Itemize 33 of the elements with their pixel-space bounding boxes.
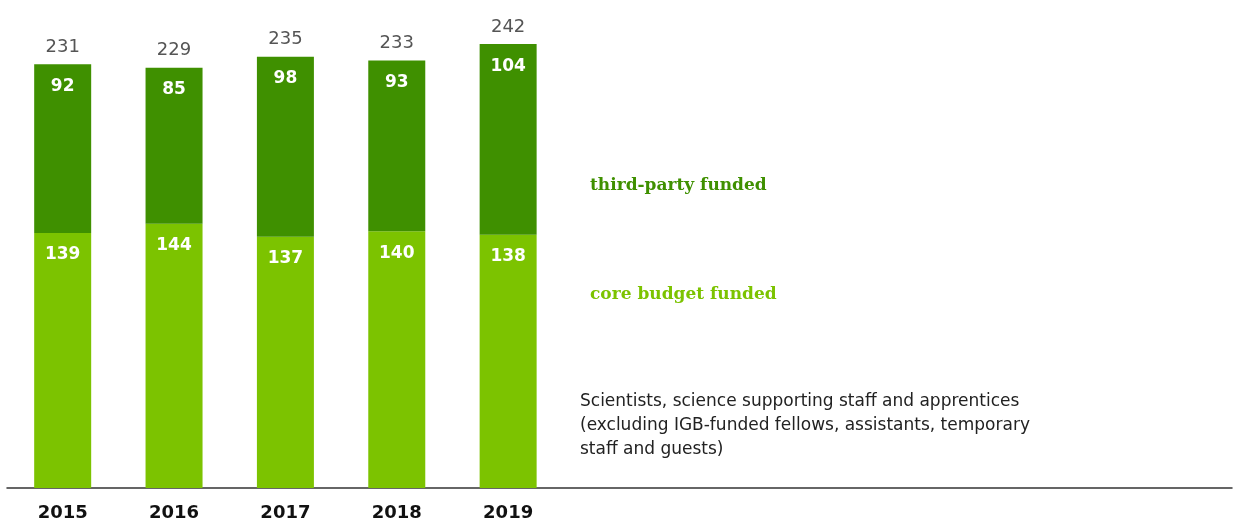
bar (34, 64, 92, 233)
bar (368, 60, 426, 232)
data-label: 98 (273, 67, 298, 88)
bar (256, 56, 314, 237)
bar (479, 234, 537, 488)
text: core budget funded (590, 282, 777, 303)
data-label: 104 (490, 54, 527, 75)
bar (34, 232, 92, 488)
data-label: 93 (384, 71, 409, 92)
bar (256, 236, 314, 488)
data-label: 140 (379, 241, 415, 262)
x-tick-label: 2015 (37, 500, 88, 522)
bar (479, 44, 537, 235)
data-label: 144 (156, 234, 192, 255)
bar (145, 67, 203, 224)
bar (368, 231, 426, 488)
text: third-party funded (590, 173, 767, 194)
data-label: 138 (490, 245, 526, 266)
total-label: 235 (268, 27, 303, 49)
x-tick-label: 2016 (148, 500, 200, 522)
data-label: 85 (162, 78, 186, 99)
data-label: 92 (50, 74, 75, 95)
x-tick-label: 2018 (371, 500, 422, 522)
bar (145, 223, 203, 488)
data-label: 139 (44, 243, 81, 264)
x-tick-label: 2019 (483, 500, 534, 522)
total-label: 233 (379, 31, 414, 53)
total-label: 242 (490, 14, 526, 36)
text: Scientists, science supporting staff and apprentices (excluding IGB-funded fellows, assistants, temporary staff and guests) (580, 390, 1036, 458)
total-label: 231 (45, 34, 80, 56)
total-label: 229 (156, 38, 192, 60)
x-tick-label: 2017 (260, 500, 311, 522)
data-label: 137 (267, 247, 304, 268)
